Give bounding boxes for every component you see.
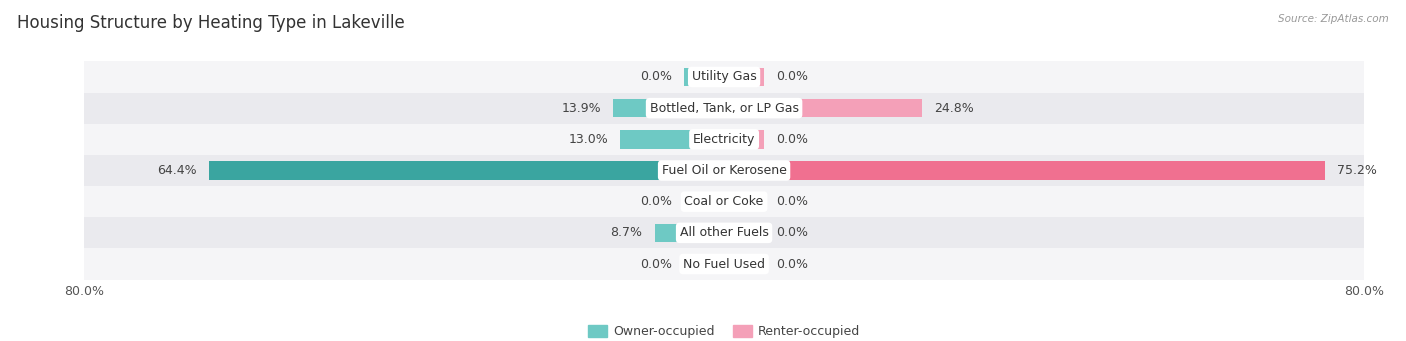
Legend: Owner-occupied, Renter-occupied: Owner-occupied, Renter-occupied (583, 320, 865, 341)
Bar (620, 130, 724, 149)
Bar (84, 249, 1364, 280)
Text: No Fuel Used: No Fuel Used (683, 257, 765, 270)
Bar (84, 92, 1364, 124)
Bar (209, 161, 724, 180)
Bar (685, 68, 724, 86)
Bar (84, 155, 1364, 186)
Bar (84, 186, 1364, 217)
Bar (613, 99, 724, 118)
Bar (724, 223, 763, 242)
Text: 0.0%: 0.0% (640, 71, 672, 84)
Bar (724, 99, 922, 118)
Text: Source: ZipAtlas.com: Source: ZipAtlas.com (1278, 14, 1389, 24)
Text: Bottled, Tank, or LP Gas: Bottled, Tank, or LP Gas (650, 102, 799, 115)
Bar (724, 192, 763, 211)
Text: Fuel Oil or Kerosene: Fuel Oil or Kerosene (662, 164, 786, 177)
Bar (685, 255, 724, 273)
Bar (724, 68, 763, 86)
Text: Utility Gas: Utility Gas (692, 71, 756, 84)
Bar (724, 161, 1326, 180)
Text: 13.0%: 13.0% (568, 133, 609, 146)
Bar (655, 223, 724, 242)
Bar (84, 217, 1364, 249)
Text: 0.0%: 0.0% (776, 257, 808, 270)
Bar (724, 130, 763, 149)
Bar (84, 61, 1364, 92)
Text: 0.0%: 0.0% (640, 195, 672, 208)
Text: 24.8%: 24.8% (935, 102, 974, 115)
Bar (685, 192, 724, 211)
Text: Electricity: Electricity (693, 133, 755, 146)
Text: 0.0%: 0.0% (776, 71, 808, 84)
Text: All other Fuels: All other Fuels (679, 226, 769, 239)
Bar (84, 124, 1364, 155)
Text: 0.0%: 0.0% (776, 133, 808, 146)
Text: 0.0%: 0.0% (776, 226, 808, 239)
Text: Coal or Coke: Coal or Coke (685, 195, 763, 208)
Text: 8.7%: 8.7% (610, 226, 643, 239)
Text: 64.4%: 64.4% (157, 164, 197, 177)
Text: 75.2%: 75.2% (1337, 164, 1378, 177)
Text: 0.0%: 0.0% (640, 257, 672, 270)
Text: 13.9%: 13.9% (561, 102, 600, 115)
Text: Housing Structure by Heating Type in Lakeville: Housing Structure by Heating Type in Lak… (17, 14, 405, 32)
Bar (724, 255, 763, 273)
Text: 0.0%: 0.0% (776, 195, 808, 208)
